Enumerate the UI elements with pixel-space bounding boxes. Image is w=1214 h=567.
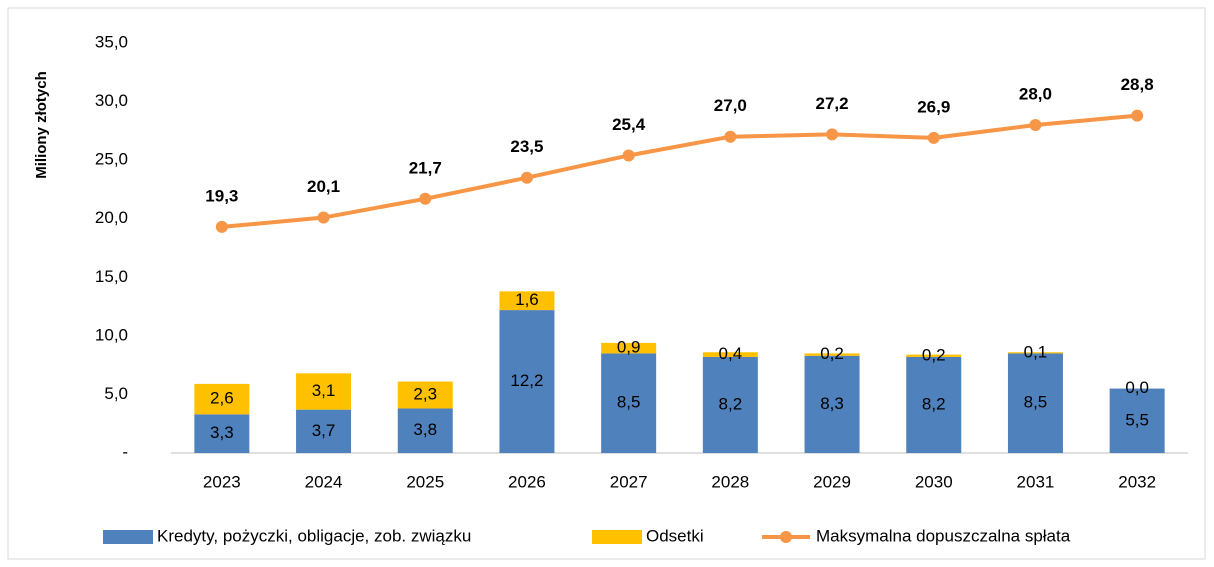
legend-label: Kredyty, pożyczki, obligacje, zob. związ… <box>157 526 471 545</box>
line-marker <box>419 192 432 205</box>
x-tick-label: 2024 <box>305 472 343 491</box>
data-label: 28,8 <box>1121 75 1154 94</box>
bar-segment <box>397 408 453 453</box>
data-label: 3,3 <box>210 423 234 442</box>
data-label: 28,0 <box>1019 84 1052 103</box>
line-marker <box>1029 119 1042 131</box>
data-label: 8,5 <box>1024 393 1048 412</box>
x-tick-label: 2029 <box>813 472 851 491</box>
data-label: 1,6 <box>515 290 539 309</box>
bar-segment <box>804 355 860 453</box>
x-tick-label: 2027 <box>610 472 648 491</box>
data-label: 8,2 <box>719 394 743 413</box>
bar-segment <box>906 356 962 453</box>
legend-swatch <box>780 531 792 543</box>
y-tick-label: 15,0 <box>95 267 128 286</box>
x-tick-label: 2031 <box>1017 472 1055 491</box>
line-marker <box>317 211 330 224</box>
line-marker <box>622 149 635 162</box>
data-label: 8,2 <box>922 394 946 413</box>
y-tick-label: - <box>122 442 128 461</box>
y-tick-label: 35,0 <box>95 32 128 51</box>
data-label: 8,5 <box>617 393 641 412</box>
line-marker <box>1131 109 1144 122</box>
data-label: 27,0 <box>714 96 747 115</box>
x-tick-label: 2026 <box>508 472 546 491</box>
y-tick-label: 10,0 <box>95 325 128 344</box>
x-tick-label: 2028 <box>711 472 749 491</box>
line-marker <box>520 171 533 184</box>
data-label: 0,0 <box>1125 378 1149 397</box>
data-label: 0,1 <box>1024 342 1048 361</box>
data-label: 19,3 <box>205 186 238 205</box>
bar-segment <box>1109 388 1165 453</box>
chart-frame <box>7 7 1206 560</box>
x-tick-label: 2032 <box>1118 472 1156 491</box>
y-tick-label: 30,0 <box>95 91 128 110</box>
legend-label: Maksymalna dopuszczalna spłata <box>816 526 1071 545</box>
bar-segment <box>804 353 860 356</box>
line <box>221 113 1138 229</box>
bar-segment <box>1007 352 1063 354</box>
bar-segment <box>397 381 453 409</box>
data-label: 3,7 <box>312 421 336 440</box>
data-label: 25,4 <box>612 115 646 134</box>
bar-segment <box>702 352 758 357</box>
legend-swatch <box>103 530 153 544</box>
bar-segment <box>194 414 250 453</box>
line-marker <box>927 131 940 144</box>
data-label: 2,6 <box>210 389 234 408</box>
data-label: 20,1 <box>307 177 340 196</box>
data-label: 12,2 <box>510 371 543 390</box>
bar-segment <box>906 354 962 357</box>
data-label: 27,2 <box>816 94 849 113</box>
data-label: 23,5 <box>510 137 543 156</box>
x-tick-label: 2030 <box>915 472 953 491</box>
bar-segment <box>296 373 352 410</box>
y-tick-label: 25,0 <box>95 150 128 169</box>
data-label: 3,8 <box>413 420 437 439</box>
bar-segment <box>296 409 352 453</box>
data-label: 2,3 <box>413 384 437 403</box>
bar-segment <box>601 342 657 354</box>
data-label: 5,5 <box>1125 410 1149 429</box>
legend-swatch <box>592 530 642 544</box>
bar-segment <box>1007 353 1063 453</box>
y-tick-label: 5,0 <box>104 384 128 403</box>
bar-segment <box>702 356 758 453</box>
data-label: 0,4 <box>719 344 743 363</box>
line-marker <box>724 130 737 143</box>
bar-segment <box>499 310 555 453</box>
line-marker <box>215 220 228 233</box>
x-tick-label: 2025 <box>406 472 444 491</box>
x-tick-label: 2023 <box>203 472 241 491</box>
data-label: 0,2 <box>820 344 844 363</box>
bar-segment <box>601 353 657 453</box>
bar-segment <box>194 383 250 415</box>
data-label: 0,9 <box>617 338 641 357</box>
y-tick-label: 20,0 <box>95 208 128 227</box>
data-label: 0,2 <box>922 345 946 364</box>
bar-segment <box>499 291 555 311</box>
y-axis-title: Miliony złotych <box>33 71 50 179</box>
data-label: 3,1 <box>312 381 336 400</box>
data-label: 8,3 <box>820 394 844 413</box>
legend-label: Odsetki <box>646 526 704 545</box>
line-marker <box>826 128 839 141</box>
data-label: 26,9 <box>917 97 950 116</box>
data-label: 21,7 <box>409 158 442 177</box>
